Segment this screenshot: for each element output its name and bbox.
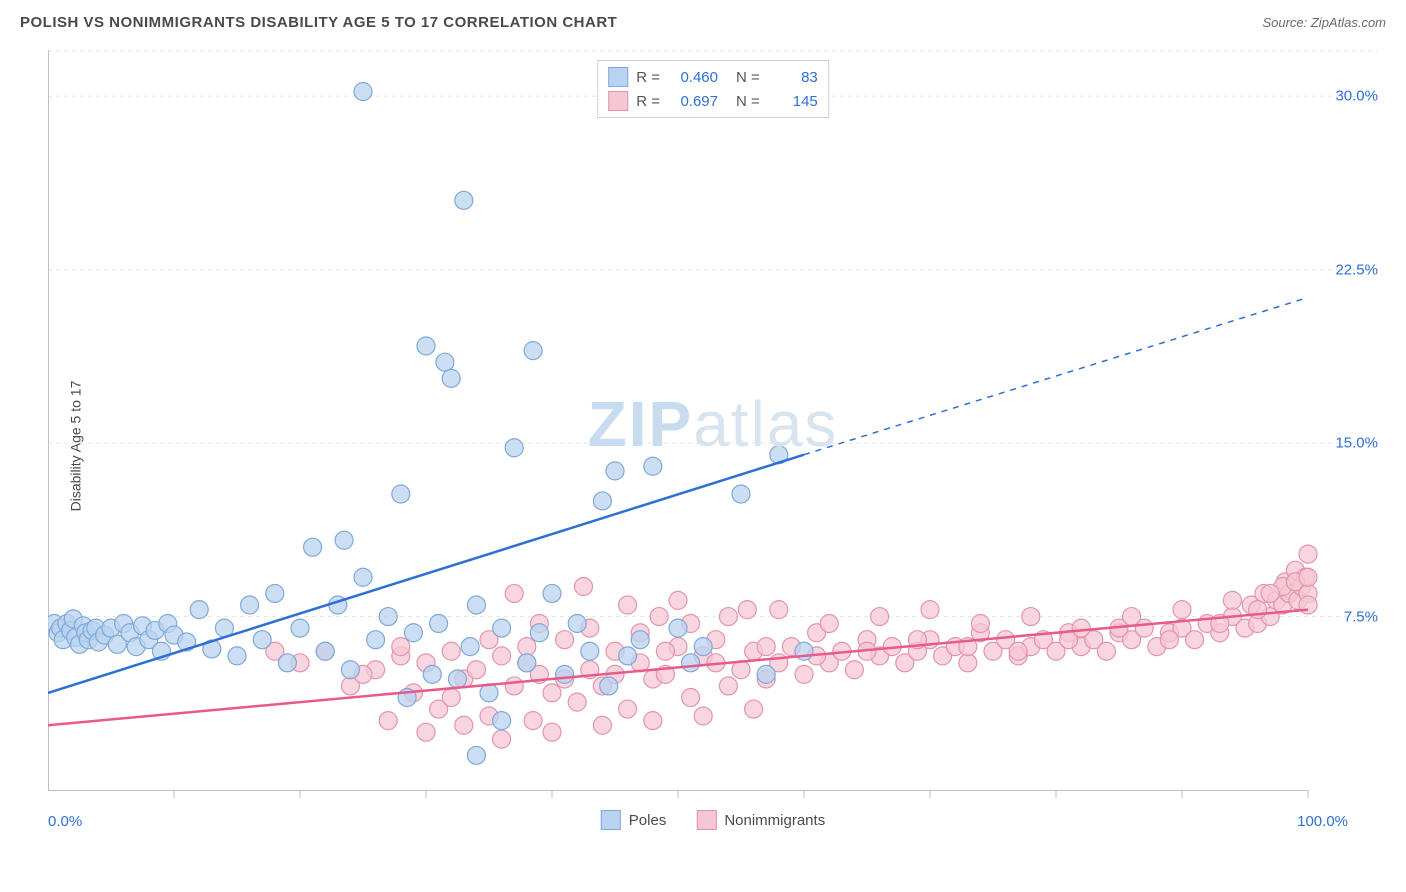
legend-item-nonimmigrants: Nonimmigrants — [696, 810, 825, 830]
nonimmigrants-swatch-icon — [608, 91, 628, 111]
source-attribution: Source: ZipAtlas.com — [1262, 15, 1386, 30]
legend-row-poles: R = 0.460 N = 83 — [608, 65, 818, 89]
y-tick-label: 22.5% — [1335, 261, 1378, 278]
legend-row-nonimmigrants: R = 0.697 N = 145 — [608, 89, 818, 113]
chart-title: POLISH VS NONIMMIGRANTS DISABILITY AGE 5… — [20, 14, 617, 31]
x-axis-max-label: 100.0% — [1297, 813, 1348, 830]
nonimmigrants-swatch-icon — [696, 810, 716, 830]
y-tick-label: 30.0% — [1335, 88, 1378, 105]
legend-item-poles: Poles — [601, 810, 667, 830]
y-tick-label: 15.0% — [1335, 435, 1378, 452]
y-tick-label: 7.5% — [1344, 608, 1378, 625]
chart-container: ZIPatlas R = 0.460 N = 83 R = 0.697 N = … — [48, 50, 1378, 830]
correlation-legend: R = 0.460 N = 83 R = 0.697 N = 145 — [597, 60, 829, 118]
series-legend: Poles Nonimmigrants — [601, 810, 825, 830]
poles-swatch-icon — [601, 810, 621, 830]
scatter-chart-svg — [48, 50, 1378, 830]
x-axis-min-label: 0.0% — [48, 813, 82, 830]
poles-swatch-icon — [608, 67, 628, 87]
